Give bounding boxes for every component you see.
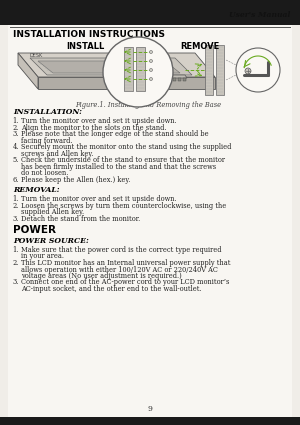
- Polygon shape: [205, 45, 213, 95]
- Text: Turn the monitor over and set it upside down.: Turn the monitor over and set it upside …: [21, 117, 177, 125]
- Circle shape: [245, 68, 251, 74]
- Polygon shape: [178, 78, 181, 81]
- Text: POWER: POWER: [13, 225, 56, 235]
- Circle shape: [149, 77, 152, 80]
- Text: AC-input socket, and the other end to the wall-outlet.: AC-input socket, and the other end to th…: [21, 285, 202, 293]
- Text: 9: 9: [148, 405, 152, 413]
- Text: Securely mount the monitor onto the stand using the supplied: Securely mount the monitor onto the stan…: [21, 143, 231, 151]
- Text: Make sure that the power cord is the correct type required: Make sure that the power cord is the cor…: [21, 246, 221, 254]
- Text: Please keep the Allen (hex.) key.: Please keep the Allen (hex.) key.: [21, 176, 130, 184]
- Text: 2.: 2.: [13, 201, 19, 210]
- Text: 3.: 3.: [13, 278, 19, 286]
- Text: DESK: DESK: [30, 53, 43, 58]
- Polygon shape: [216, 45, 224, 95]
- Circle shape: [149, 68, 152, 71]
- Polygon shape: [18, 53, 215, 77]
- Polygon shape: [30, 58, 192, 75]
- Text: Check the underside of the stand to ensure that the monitor: Check the underside of the stand to ensu…: [21, 156, 225, 164]
- Circle shape: [149, 51, 152, 54]
- Text: 3.: 3.: [13, 215, 19, 223]
- Text: 2.: 2.: [13, 124, 19, 131]
- Text: INSTALL: INSTALL: [66, 42, 104, 51]
- Polygon shape: [38, 77, 215, 89]
- Text: 2.: 2.: [13, 259, 19, 267]
- Polygon shape: [155, 75, 187, 78]
- Text: 1.: 1.: [13, 117, 19, 125]
- Text: voltage areas (No user adjustment is required.): voltage areas (No user adjustment is req…: [21, 272, 182, 280]
- Text: Detach the stand from the monitor.: Detach the stand from the monitor.: [21, 215, 140, 223]
- FancyBboxPatch shape: [0, 0, 300, 25]
- Polygon shape: [18, 53, 38, 89]
- Text: Turn the monitor over and set it upside down.: Turn the monitor over and set it upside …: [21, 195, 177, 203]
- FancyBboxPatch shape: [8, 25, 292, 417]
- Polygon shape: [183, 78, 186, 81]
- Text: Loosen the screws by turn them counterclockwise, using the: Loosen the screws by turn them countercl…: [21, 201, 226, 210]
- Text: REMOVAL:: REMOVAL:: [13, 186, 60, 194]
- Circle shape: [149, 60, 152, 62]
- Polygon shape: [168, 78, 171, 81]
- Text: REMOVE: REMOVE: [180, 42, 220, 51]
- Text: INSTALLATION INSTRUCTIONS: INSTALLATION INSTRUCTIONS: [13, 30, 165, 39]
- Text: This LCD monitor has an Internal universal power supply that: This LCD monitor has an Internal univers…: [21, 259, 230, 267]
- Polygon shape: [158, 78, 161, 81]
- Polygon shape: [124, 47, 133, 91]
- Text: Align the monitor to the slots on the stand.: Align the monitor to the slots on the st…: [21, 124, 166, 131]
- Text: 1.: 1.: [13, 246, 19, 254]
- Text: 6.: 6.: [13, 176, 19, 184]
- Text: has been firmly installed to the stand and that the screws: has been firmly installed to the stand a…: [21, 162, 216, 170]
- Circle shape: [103, 37, 173, 107]
- Text: 5.: 5.: [13, 156, 19, 164]
- Polygon shape: [163, 78, 166, 81]
- Text: INSTALLATION:: INSTALLATION:: [13, 108, 82, 116]
- Text: 3.: 3.: [13, 130, 19, 138]
- Text: screws and Allen key.: screws and Allen key.: [21, 150, 93, 158]
- Text: 4.: 4.: [13, 143, 19, 151]
- Polygon shape: [136, 47, 145, 91]
- Text: POWER SOURCE:: POWER SOURCE:: [13, 237, 89, 245]
- Polygon shape: [173, 78, 176, 81]
- Text: Figure.1. Installing and Removing the Base: Figure.1. Installing and Removing the Ba…: [75, 101, 221, 109]
- FancyBboxPatch shape: [0, 417, 300, 425]
- Text: Connect one end of the AC-power cord to your LCD monitor’s: Connect one end of the AC-power cord to …: [21, 278, 230, 286]
- Text: Please note that the longer edge of the stand should be: Please note that the longer edge of the …: [21, 130, 208, 138]
- Text: 1.: 1.: [13, 195, 19, 203]
- Text: in your area.: in your area.: [21, 252, 64, 261]
- Text: allows operation with either 100/120V AC or 220/240V AC: allows operation with either 100/120V AC…: [21, 266, 218, 274]
- Text: User's Manual: User's Manual: [229, 11, 290, 19]
- Text: do not loosen.: do not loosen.: [21, 169, 68, 177]
- Polygon shape: [38, 61, 180, 73]
- Text: facing forward.: facing forward.: [21, 136, 73, 145]
- Text: supplied Allen key.: supplied Allen key.: [21, 208, 84, 216]
- Circle shape: [236, 48, 280, 92]
